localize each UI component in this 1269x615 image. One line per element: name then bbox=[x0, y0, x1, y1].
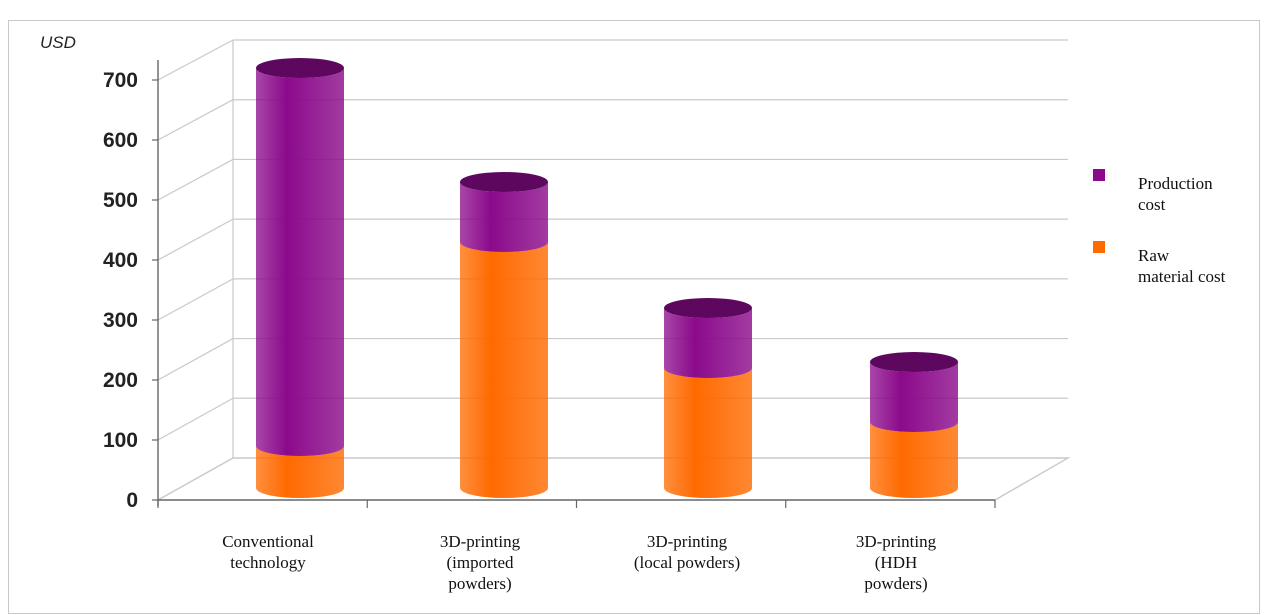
x-category-label: technology bbox=[230, 553, 306, 572]
chart-floor bbox=[157, 457, 1071, 501]
y-tick-label: 700 bbox=[103, 69, 138, 92]
bar-top-cap bbox=[460, 172, 548, 192]
x-category-label: 3D-printing bbox=[440, 532, 521, 551]
x-category-label: (imported bbox=[446, 553, 514, 572]
bar-segment bbox=[664, 368, 752, 498]
bar-segment bbox=[460, 182, 548, 252]
gridline-side bbox=[157, 278, 234, 321]
legend-swatch bbox=[1093, 241, 1105, 253]
y-tick-label: 300 bbox=[103, 309, 138, 332]
y-axis-title: USD bbox=[40, 33, 76, 52]
bar-top-cap bbox=[664, 298, 752, 318]
bar-segment bbox=[256, 446, 344, 498]
gridline-side bbox=[157, 39, 234, 81]
x-category-label: powders) bbox=[448, 574, 511, 593]
x-category-label: 3D-printing bbox=[647, 532, 728, 551]
chart-frame bbox=[8, 20, 1260, 614]
x-category-label: (HDH bbox=[875, 553, 918, 572]
x-category-label: (local powders) bbox=[634, 553, 740, 572]
chart-legend: Production cost Raw material cost bbox=[1093, 169, 1226, 286]
bar-segment bbox=[460, 242, 548, 498]
bar-segment bbox=[870, 362, 958, 432]
y-tick-label: 400 bbox=[103, 249, 138, 272]
y-tick-label: 200 bbox=[103, 369, 138, 392]
chart-bars bbox=[256, 58, 958, 498]
chart-axes bbox=[152, 60, 996, 508]
bar-segment bbox=[256, 68, 344, 456]
y-tick-label: 100 bbox=[103, 429, 138, 452]
x-category-label: 3D-printing bbox=[856, 532, 937, 551]
gridline-side bbox=[157, 397, 234, 441]
y-tick-label: 0 bbox=[126, 489, 138, 512]
gridline-side bbox=[157, 158, 234, 201]
legend-label: cost bbox=[1138, 195, 1166, 214]
x-category-label: Conventional bbox=[222, 532, 314, 551]
bar-top-cap bbox=[256, 58, 344, 78]
bar-segment bbox=[870, 422, 958, 498]
y-tick-label: 500 bbox=[103, 189, 138, 212]
legend-label: material cost bbox=[1138, 267, 1226, 286]
y-tick-label: 600 bbox=[103, 129, 138, 152]
gridline-side bbox=[157, 218, 234, 261]
gridline-side bbox=[157, 338, 234, 381]
bar-top-cap bbox=[870, 352, 958, 372]
bar-segment bbox=[664, 308, 752, 378]
chart-labels: 0 100 200 300 400 500 600 700 USD Conventional tec… bbox=[40, 33, 937, 593]
gridline-side bbox=[157, 99, 234, 141]
legend-swatch bbox=[1093, 169, 1105, 181]
legend-label: Production bbox=[1138, 174, 1213, 193]
x-category-label: powders) bbox=[864, 574, 927, 593]
legend-label: Raw bbox=[1138, 246, 1170, 265]
